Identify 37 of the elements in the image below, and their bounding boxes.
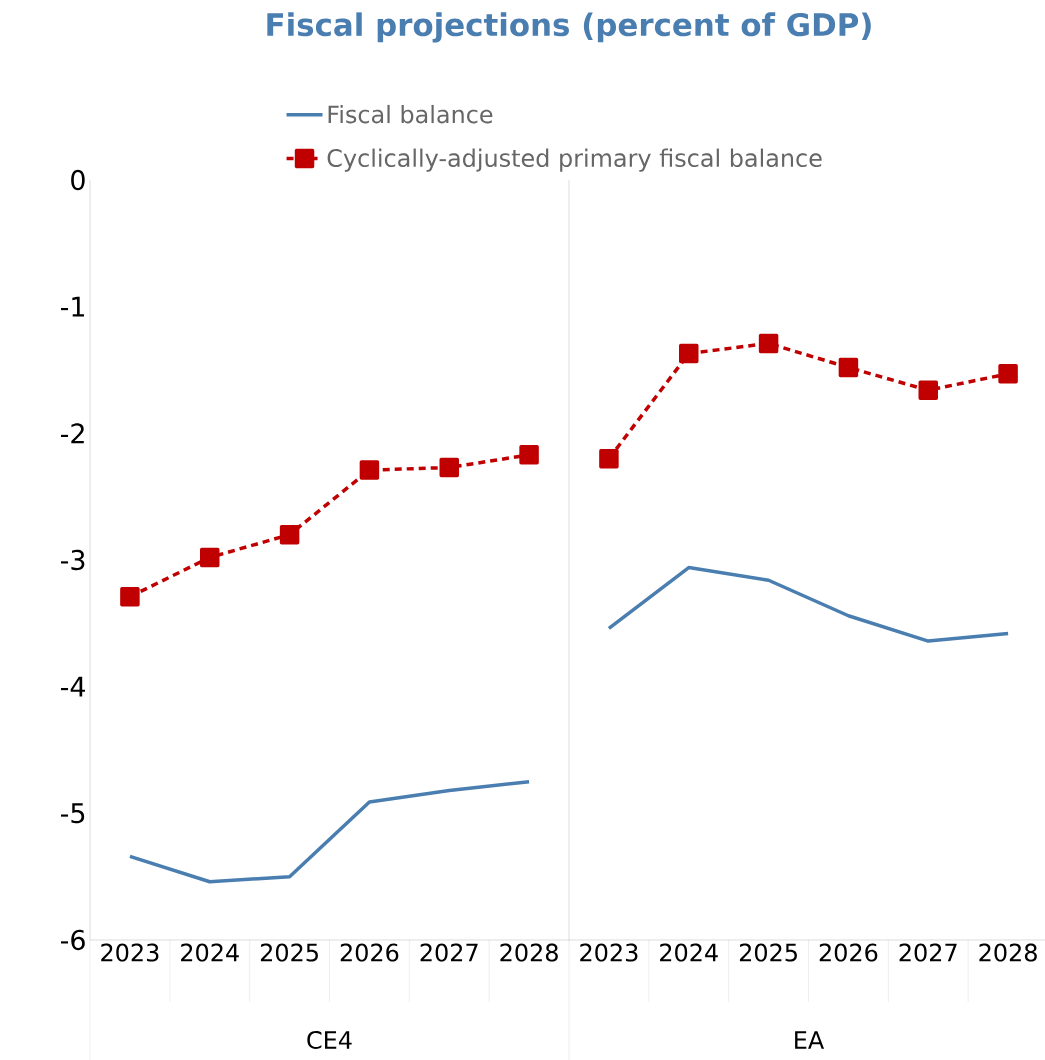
point: [279, 524, 300, 545]
x-tick-label: 2028: [979, 943, 1037, 962]
point: [120, 586, 140, 607]
x-axis-title: EA: [795, 1031, 825, 1049]
legend-label: Fiscal balance: [328, 104, 493, 124]
x-tick-label: 2028: [500, 943, 558, 962]
x-tick-label: 2027: [420, 943, 478, 962]
point: [679, 343, 699, 364]
point: [918, 380, 938, 401]
x-tick-label: 2023: [101, 943, 159, 962]
x-tick-label: 2026: [819, 943, 878, 962]
point: [758, 333, 779, 354]
y-tick-label: -2: [60, 423, 84, 444]
point: [359, 460, 380, 480]
y-tick-label: -1: [60, 296, 85, 317]
y-tick-label: -6: [60, 929, 85, 951]
legend-label: Cyclically-adjusted primary fiscal balance: [327, 148, 822, 172]
point: [838, 357, 859, 378]
x-tick-label: 2025: [739, 943, 797, 962]
point: [599, 448, 619, 469]
y-tick-label: -4: [60, 676, 85, 697]
y-tick-label: -3: [60, 549, 85, 571]
chart-title: Fiscal projections (percent of GDP): [267, 12, 871, 43]
x-tick-label: 2027: [899, 943, 957, 962]
x-axis-title: CE4: [307, 1030, 352, 1050]
point: [439, 457, 459, 478]
x-tick-label: 2026: [340, 943, 399, 962]
x-tick-label: 2024: [181, 943, 239, 962]
x-tick-label: 2024: [660, 943, 718, 962]
point: [519, 445, 539, 465]
y-tick-label: 0: [71, 169, 85, 191]
line-series: [128, 779, 531, 884]
point: [998, 364, 1018, 384]
x-tick-label: 2023: [580, 943, 638, 962]
point: [200, 547, 220, 568]
x-tick-label: 2025: [260, 943, 318, 962]
y-tick-label: -5: [60, 803, 85, 824]
